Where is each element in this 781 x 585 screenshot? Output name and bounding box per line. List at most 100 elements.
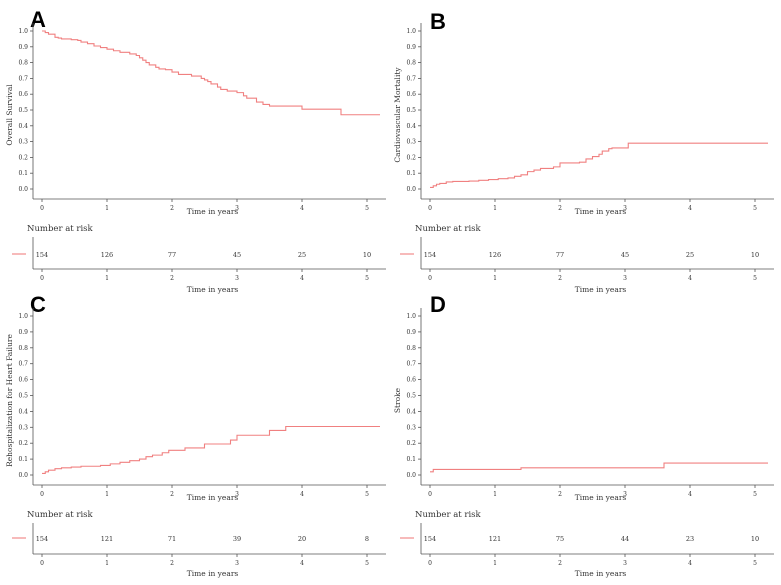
x-axis-label: Time in years	[575, 207, 627, 216]
y-tick-label: 0.9	[18, 44, 28, 51]
x-tick-label: 1	[493, 491, 497, 498]
y-tick-label: 0.9	[406, 329, 416, 336]
risk-table-title: Number at risk	[27, 224, 94, 234]
y-tick-label: 0.7	[406, 361, 416, 368]
y-tick-label: 0.2	[406, 440, 416, 447]
y-tick-label: 0.8	[406, 345, 416, 352]
y-tick-label: 0.0	[18, 186, 28, 193]
risk-table-title: Number at risk	[415, 224, 482, 234]
x-tick-label: 5	[753, 205, 757, 212]
risk-count: 10	[751, 535, 759, 543]
y-tick-label: 0.8	[18, 345, 28, 352]
panel-d: D0.00.10.20.30.40.50.60.70.80.91.00 1 2 3 4 5…	[393, 292, 774, 578]
risk-count: 71	[168, 535, 176, 543]
risk-count: 20	[298, 535, 306, 543]
x-tick-label: 3	[235, 205, 239, 212]
x-tick-label: 0	[40, 491, 44, 498]
y-tick-label: 0.4	[18, 123, 28, 130]
y-tick-label: 0.9	[18, 329, 28, 336]
km-curve	[42, 425, 380, 474]
y-tick-label: 0.3	[406, 139, 416, 146]
x-tick-label: 5	[365, 205, 369, 212]
panel-a: A0.00.10.20.30.40.50.60.70.80.91.00 1 2 3 4 5…	[5, 7, 386, 294]
risk-count: 25	[298, 251, 306, 259]
risk-x-tick-label: 5	[365, 560, 369, 567]
risk-x-axis-label: Time in years	[187, 569, 239, 578]
risk-count: 45	[621, 251, 629, 259]
x-tick-label: 3	[623, 205, 627, 212]
risk-count: 75	[556, 535, 564, 543]
x-tick-label: 4	[300, 491, 304, 498]
x-tick-label: 4	[300, 205, 304, 212]
y-tick-label: 0.1	[406, 170, 416, 177]
y-tick-label: 0.3	[18, 424, 28, 431]
y-tick-label: 0.6	[406, 91, 416, 98]
x-axis-label: Time in years	[187, 493, 239, 502]
y-axis-label: Stroke	[393, 387, 402, 413]
risk-x-axis-label: Time in years	[187, 285, 239, 294]
risk-count: 25	[686, 251, 694, 259]
risk-x-tick-label: 3	[235, 560, 239, 567]
y-axis-label: Cardiovascular Mortality	[393, 67, 402, 163]
x-axis-label: Time in years	[575, 493, 627, 502]
risk-x-tick-label: 5	[753, 275, 757, 282]
risk-x-tick-label: 5	[753, 560, 757, 567]
x-tick-label: 1	[105, 205, 109, 212]
risk-count: 126	[101, 251, 113, 259]
km-curve	[430, 142, 768, 188]
y-tick-label: 0.8	[18, 60, 28, 67]
panel-letter: D	[430, 292, 446, 317]
x-tick-label: 5	[753, 491, 757, 498]
x-tick-label: 2	[170, 491, 174, 498]
panel-letter: B	[430, 9, 446, 34]
risk-x-tick-label: 2	[170, 275, 174, 282]
y-tick-label: 1.0	[406, 28, 416, 35]
risk-x-tick-label: 0	[40, 560, 44, 567]
y-tick-label: 0.7	[18, 361, 28, 368]
x-tick-label: 2	[170, 205, 174, 212]
risk-x-tick-label: 4	[300, 275, 304, 282]
risk-x-tick-label: 0	[428, 560, 432, 567]
risk-x-axis-label: Time in years	[575, 285, 627, 294]
risk-x-tick-label: 4	[688, 560, 692, 567]
x-tick-label: 3	[235, 491, 239, 498]
panel-c: C 0.0 0.1 0.2 0.3 0.4 0.5 0.6 0.7 0.8 0.9 1.0 0 1 2 3 4 5…	[5, 292, 386, 578]
y-tick-label: 0.1	[406, 456, 416, 463]
y-tick-label: 0.3	[18, 139, 28, 146]
y-tick-label: 0.0	[406, 186, 416, 193]
x-tick-label: 3	[623, 491, 627, 498]
y-axis-label: Rehospitalization for Heart Failure	[5, 334, 14, 467]
y-tick-label: 0.4	[406, 123, 416, 130]
y-tick-label: 0.5	[406, 393, 416, 400]
x-tick-label: 2	[558, 205, 562, 212]
y-tick-label: 0.1	[18, 456, 28, 463]
y-tick-label: 0.7	[18, 75, 28, 82]
y-tick-label: 0.5	[18, 393, 28, 400]
y-axis-label: Overall Survival	[5, 84, 14, 146]
y-tick-label: 0.2	[18, 440, 28, 447]
risk-table-title: Number at risk	[27, 510, 94, 520]
risk-x-tick-label: 1	[105, 275, 109, 282]
risk-count: 39	[233, 535, 241, 543]
x-tick-label: 0	[428, 205, 432, 212]
risk-x-tick-label: 1	[493, 275, 497, 282]
risk-x-tick-label: 0	[428, 275, 432, 282]
risk-count: 154	[424, 251, 436, 259]
y-tick-label: 0.9	[406, 44, 416, 51]
panel-letter: C	[30, 292, 46, 317]
y-tick-label: 0.5	[406, 107, 416, 114]
y-tick-label: 0.0	[18, 472, 28, 479]
y-tick-label: 0.8	[406, 60, 416, 67]
risk-x-axis-label: Time in years	[575, 569, 627, 578]
x-tick-label: 2	[558, 491, 562, 498]
y-tick-label: 0.6	[18, 91, 28, 98]
y-tick-label: 0.4	[18, 408, 28, 415]
risk-x-tick-label: 4	[300, 560, 304, 567]
y-tick-label: 0.2	[18, 154, 28, 161]
risk-x-tick-label: 4	[688, 275, 692, 282]
y-tick-label: 0.4	[406, 408, 416, 415]
risk-x-tick-label: 2	[170, 560, 174, 567]
km-curve	[42, 30, 380, 116]
risk-count: 121	[489, 535, 501, 543]
